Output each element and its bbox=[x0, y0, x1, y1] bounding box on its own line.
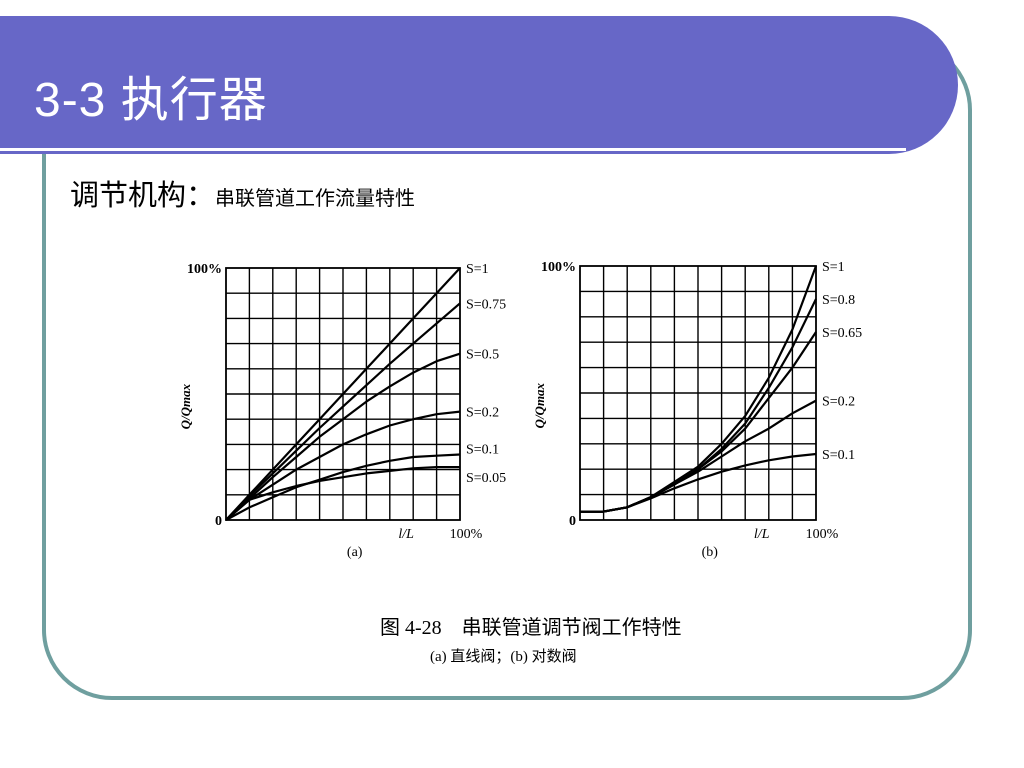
chart-a-panel-label: (a) bbox=[347, 545, 363, 560]
chart-a-series-line bbox=[225, 302, 461, 521]
chart-a-y-axis-label: Q/Qmax bbox=[178, 383, 193, 429]
chart-b-x-axis-label: l/L bbox=[754, 527, 770, 542]
chart-a-series-label: S=0.5 bbox=[466, 348, 499, 363]
chart-a-plot-frame bbox=[225, 267, 461, 521]
chart-a-series-label: S=0.1 bbox=[466, 442, 499, 457]
chart-b-series-label: S=0.2 bbox=[822, 395, 855, 410]
chart-a-x-axis-label: l/L bbox=[398, 527, 414, 542]
chart-a-series-line bbox=[225, 267, 461, 521]
figure-caption: 图 4-28 串联管道调节阀工作特性 bbox=[380, 617, 682, 639]
chart-a-series-label: S=1 bbox=[466, 262, 489, 277]
chart-b-series-line bbox=[580, 452, 817, 513]
chart-a-y-top-label: 100% bbox=[187, 262, 222, 277]
chart-b-series-label: S=1 bbox=[822, 260, 845, 275]
title-banner: 3-3 执行器 bbox=[0, 16, 958, 154]
chart-b-panel-label: (b) bbox=[702, 545, 719, 560]
chart-a-series-line bbox=[225, 352, 461, 521]
chart-b-series-label: S=0.1 bbox=[822, 448, 855, 463]
chart-a-origin-label: 0 bbox=[215, 514, 222, 529]
figure-caption-sub: (a) 直线阀；(b) 对数阀 bbox=[430, 649, 577, 665]
figure-charts: S=1 S=0.75 S=0.5 S=0.2 S=0.1 S=0.05 100% 0 Q/Qma… bbox=[178, 260, 862, 560]
chart-b-y-axis-label: Q/Qmax bbox=[532, 382, 547, 428]
chart-a-x-end-label: 100% bbox=[450, 527, 483, 542]
chart-a-series-label: S=0.75 bbox=[466, 297, 506, 312]
slide-title: 3-3 执行器 bbox=[34, 74, 268, 127]
chart-a-series-line bbox=[225, 466, 460, 521]
chart-b-series-label: S=0.65 bbox=[822, 326, 862, 341]
banner-underline bbox=[0, 148, 906, 151]
subtitle-main: 调节机构： bbox=[70, 180, 216, 212]
chart-a-series-label: S=0.2 bbox=[466, 406, 499, 421]
chart-b-origin-label: 0 bbox=[569, 514, 576, 529]
chart-b-x-end-label: 100% bbox=[806, 527, 839, 542]
slide-subtitle: 调节机构：串联管道工作流量特性 bbox=[70, 172, 415, 214]
chart-b-series-label: S=0.8 bbox=[822, 293, 855, 308]
chart-a-series-label: S=0.05 bbox=[466, 471, 506, 486]
chart-a-series-line bbox=[225, 410, 461, 521]
chart-a-series-line bbox=[225, 453, 461, 521]
subtitle-detail: 串联管道工作流量特性 bbox=[215, 188, 416, 210]
chart-b-y-top-label: 100% bbox=[541, 260, 576, 275]
chart-b-plot-frame bbox=[579, 265, 817, 521]
